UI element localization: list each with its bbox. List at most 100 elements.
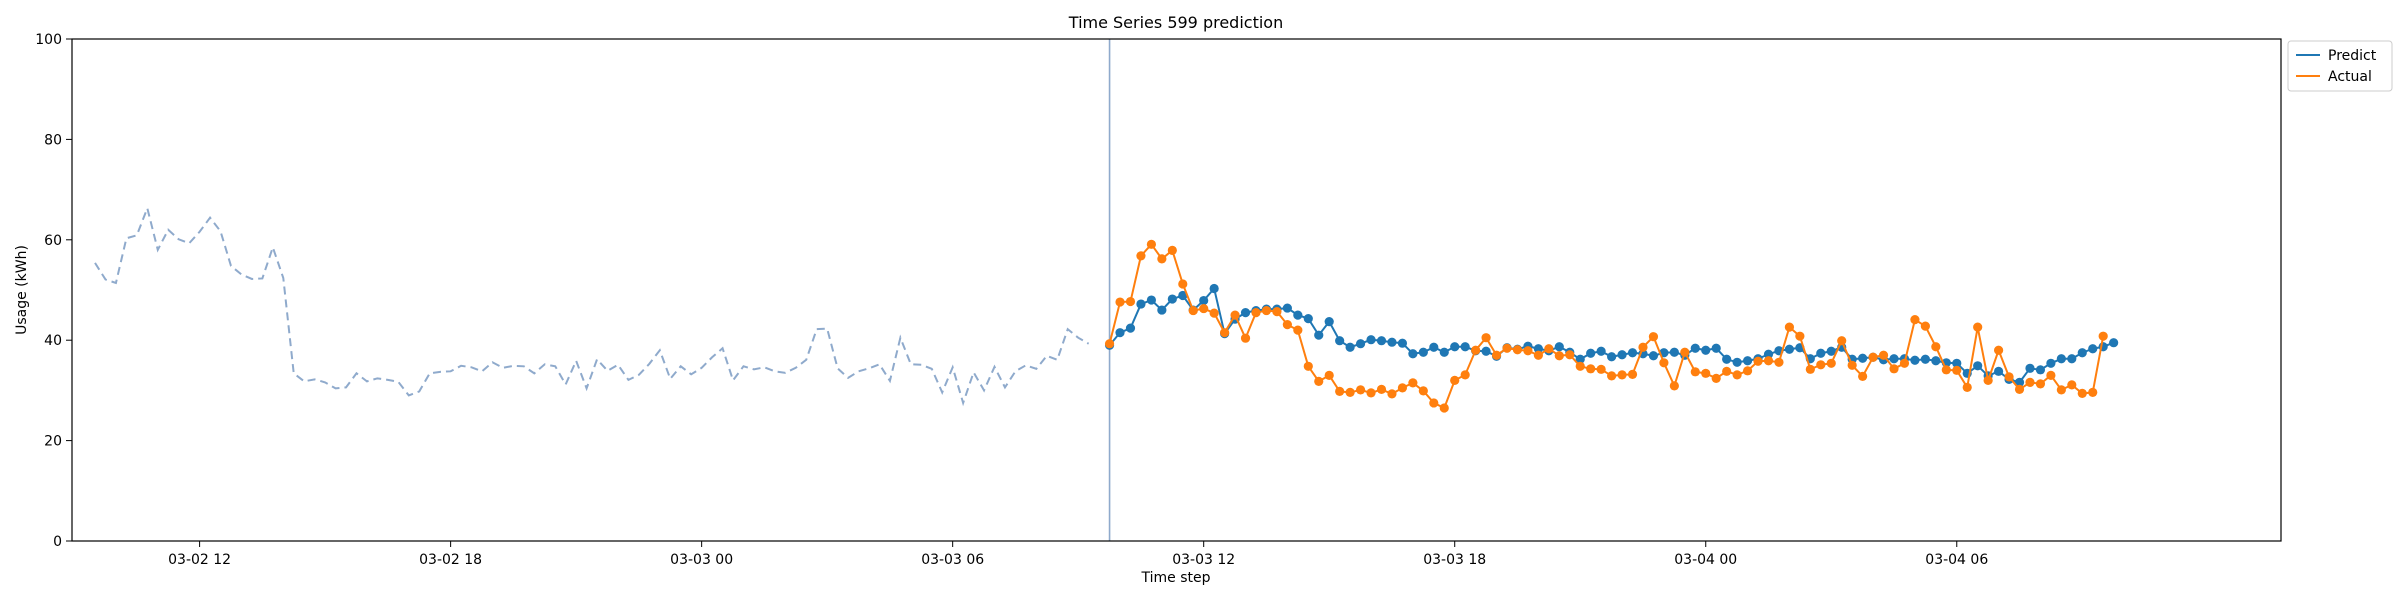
actual-point <box>1272 306 1282 317</box>
predict-point <box>1397 338 1408 348</box>
actual-point <box>1376 384 1387 394</box>
predict-point <box>1973 361 1983 371</box>
legend: Predict Actual <box>2287 40 2393 92</box>
legend-box <box>2287 40 2393 92</box>
actual-point <box>1638 342 1648 352</box>
y-tick-label: 80 <box>44 132 62 148</box>
actual-point <box>1355 385 1366 395</box>
predict-point <box>1199 295 1209 306</box>
actual-point <box>1826 358 1836 368</box>
predict-point <box>2025 363 2035 373</box>
predict-point <box>2077 348 2087 358</box>
actual-point <box>2035 379 2046 389</box>
predict-point <box>1146 295 1156 305</box>
actual-point <box>2046 370 2056 380</box>
predict-point <box>1460 342 1470 352</box>
actual-point <box>1240 333 1251 343</box>
actual-point <box>1816 360 1826 370</box>
actual-point <box>1690 367 1700 377</box>
actual-point <box>1450 375 1460 385</box>
x-axis-label: Time step <box>1141 570 1211 586</box>
predict-point <box>1858 353 1868 363</box>
actual-point <box>1104 339 1115 349</box>
x-tick-label: 03-02 12 <box>168 552 231 568</box>
actual-point <box>1178 279 1188 289</box>
actual-point <box>1345 387 1355 398</box>
actual-point <box>1858 371 1868 381</box>
actual-point <box>1199 303 1209 314</box>
actual-point <box>1146 239 1156 249</box>
predict-point <box>1303 314 1313 324</box>
axes-layer: 0 20 40 60 80 100 03-02 12 03-02 18 03-03 00 03-0… <box>35 32 1988 568</box>
predict-point <box>2088 344 2098 354</box>
predict-point <box>1387 337 1397 347</box>
actual-point <box>1554 351 1564 361</box>
actual-point <box>1491 350 1502 360</box>
predict-point <box>1701 345 1711 355</box>
actual-point <box>1659 358 1669 368</box>
predict-point <box>1418 347 1428 357</box>
actual-point <box>2004 372 2014 382</box>
predict-point <box>1910 355 1920 365</box>
actual-point <box>1586 364 1596 374</box>
actual-point <box>1983 375 1993 385</box>
actual-point <box>2056 385 2066 395</box>
x-tick-label: 03-04 06 <box>1925 552 1988 568</box>
predict-point <box>1282 303 1292 313</box>
actual-point <box>1941 365 1951 375</box>
predict-point <box>1366 335 1376 345</box>
actual-point <box>2088 387 2098 398</box>
actual-point <box>1303 361 1313 371</box>
actual-point <box>1837 336 1847 346</box>
actual-point <box>1889 364 1899 374</box>
predict-point <box>1784 344 1795 354</box>
actual-point <box>1136 251 1146 261</box>
actual-point <box>1763 356 1774 366</box>
predict-point <box>2067 354 2077 364</box>
predict-point <box>1376 336 1387 346</box>
actual-point <box>1931 342 1941 352</box>
y-tick-label: 60 <box>44 233 62 249</box>
predict-point <box>1293 310 1303 320</box>
legend-actual-label: Actual <box>2328 69 2372 85</box>
actual-point <box>2014 384 2025 394</box>
actual-point <box>1847 360 1857 370</box>
actual-point <box>1648 332 1659 342</box>
predict-point <box>1711 343 1721 353</box>
actual-point <box>1408 378 1418 388</box>
actual-point <box>1575 361 1585 371</box>
actual-point <box>1418 386 1428 396</box>
actual-point <box>1722 366 1732 376</box>
predict-point <box>1816 348 1826 358</box>
predict-point <box>1952 358 1962 368</box>
predict-point <box>1439 347 1449 357</box>
predict-point <box>1345 342 1355 352</box>
predict-point <box>1627 348 1638 358</box>
actual-point <box>1125 296 1136 307</box>
actual-point <box>1617 370 1627 380</box>
actual-point <box>1167 245 1177 255</box>
actual-point <box>1868 352 1878 362</box>
actual-point <box>1335 386 1345 396</box>
actual-point <box>1910 315 1920 325</box>
actual-point <box>1293 325 1303 335</box>
actual-point <box>1429 398 1439 408</box>
history-line <box>94 204 1090 407</box>
actual-point <box>1481 333 1491 343</box>
predict-point <box>2109 338 2119 348</box>
predict-point <box>1115 328 1125 338</box>
predict-point <box>1209 283 1219 294</box>
actual-point <box>1669 381 1679 391</box>
actual-point <box>1627 369 1638 379</box>
x-tick-label: 03-04 00 <box>1674 552 1737 568</box>
x-tick-label: 03-03 18 <box>1423 552 1486 568</box>
predict-point <box>1617 350 1627 360</box>
actual-point <box>1115 297 1125 307</box>
chart-title: Time Series 599 prediction <box>1068 13 1283 32</box>
y-tick-label: 100 <box>35 32 62 48</box>
predict-point <box>1575 354 1585 364</box>
actual-point <box>1878 350 1889 360</box>
actual-point <box>1366 388 1376 398</box>
predict-point <box>1429 342 1439 352</box>
predict-point <box>1742 356 1753 366</box>
